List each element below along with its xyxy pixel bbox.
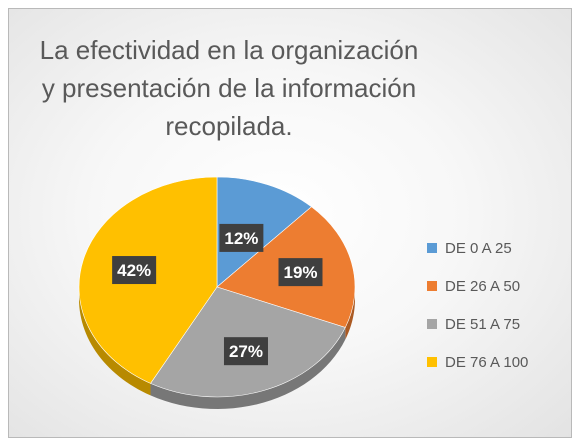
data-label-bg-3 [112,256,157,285]
data-label-3: 42% [117,261,151,280]
pie-side-3 [79,287,151,396]
legend-label: DE 0 A 25 [445,239,512,257]
legend-item-0-25: DE 0 A 25 [427,229,528,267]
legend-swatch-51-75 [427,319,437,329]
legend-item-76-100: DE 76 A 100 [427,343,528,381]
pie-side-1 [345,287,355,340]
legend-label: DE 76 A 100 [445,353,529,371]
legend-swatch-0-25 [427,243,437,253]
legend-swatch-76-100 [427,357,437,367]
data-label-bg-1 [278,258,323,287]
data-label-1: 19% [283,263,317,282]
pie-side-2 [150,327,346,409]
legend-swatch-26-50 [427,281,437,291]
data-label-0: 12% [224,229,258,248]
pie-chart: 12% 19% 27% 42% [78,176,356,409]
legend-item-26-50: DE 26 A 50 [427,267,528,305]
legend-label: DE 51 A 75 [445,315,521,333]
legend-item-51-75: DE 51 A 75 [427,305,528,343]
legend-label: DE 26 A 50 [445,277,521,295]
data-label-bg-0 [219,223,264,252]
data-label-2: 27% [229,342,263,361]
chart-frame: La efectividad en la organización y pres… [8,8,572,438]
chart-title: La efectividad en la organización y pres… [39,35,419,141]
data-label-bg-2 [223,337,268,366]
pie-slice-0 [216,176,312,288]
chart-legend: DE 0 A 25 DE 26 A 50 DE 51 A 75 DE 76 A … [427,229,528,381]
